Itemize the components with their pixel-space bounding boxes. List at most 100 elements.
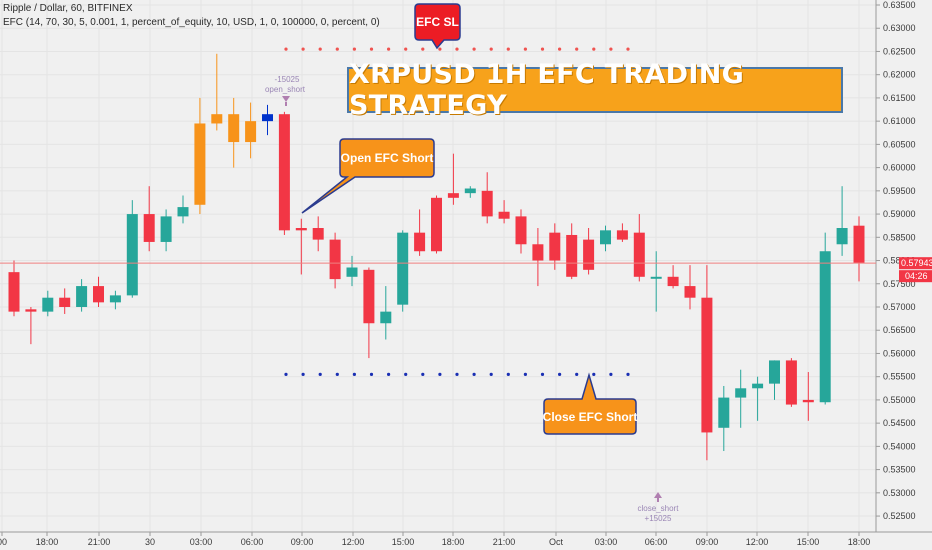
x-tick-label: 12:00 <box>746 537 769 547</box>
stop-loss-dot <box>540 47 545 51</box>
candle-body <box>650 276 662 279</box>
candle[interactable] <box>650 251 662 312</box>
stop-loss-dot <box>575 47 579 51</box>
candle[interactable] <box>549 223 561 270</box>
candle[interactable] <box>25 306 37 345</box>
candle[interactable] <box>380 286 392 340</box>
candle[interactable] <box>819 232 831 405</box>
strategy-banner: XRPUSD 1H EFC TRADING STRATEGY <box>347 59 843 121</box>
candle[interactable] <box>447 153 459 205</box>
take-profit-dot <box>506 372 510 376</box>
y-tick-label: 0.59500 <box>883 186 916 196</box>
candle[interactable] <box>194 97 206 215</box>
candle-body <box>143 214 155 242</box>
candle[interactable] <box>295 218 307 275</box>
candle-body <box>735 388 747 398</box>
candle-body <box>59 297 71 307</box>
candle[interactable] <box>262 104 273 136</box>
close-short-arrow-icon <box>654 492 662 498</box>
candle[interactable] <box>414 209 426 256</box>
y-tick-label: 0.63000 <box>883 23 916 33</box>
candle[interactable] <box>109 290 121 310</box>
candle[interactable] <box>329 232 341 289</box>
efc-sl-callout: EFC SL <box>414 3 461 50</box>
candle-body <box>93 286 104 303</box>
take-profit-dot <box>404 372 408 376</box>
candle[interactable] <box>397 230 409 312</box>
candle[interactable] <box>177 195 189 224</box>
candle[interactable] <box>312 216 324 252</box>
time-axis[interactable]: 00 18:00 21:00 30 03:00 06:00 09:00 12:00 15:00 1… <box>0 531 932 547</box>
candle[interactable] <box>363 267 375 359</box>
candle[interactable] <box>735 369 747 428</box>
candle[interactable] <box>76 279 88 312</box>
candle[interactable] <box>126 200 138 298</box>
candle[interactable] <box>853 216 865 282</box>
y-tick-label: 0.60500 <box>883 139 916 149</box>
candle[interactable] <box>600 225 611 252</box>
candle[interactable] <box>836 186 848 256</box>
stop-loss-dot <box>592 47 596 51</box>
candle[interactable] <box>802 372 814 421</box>
open-short-callout: Open EFC Short <box>301 138 435 214</box>
candle-body <box>701 297 713 433</box>
candle[interactable] <box>684 265 696 310</box>
candle[interactable] <box>752 376 764 421</box>
candle[interactable] <box>515 209 527 254</box>
candle-body <box>295 228 307 231</box>
candle[interactable] <box>633 214 645 282</box>
candle[interactable] <box>566 223 578 280</box>
candle[interactable] <box>93 276 104 307</box>
candle[interactable] <box>160 209 172 252</box>
candle[interactable] <box>583 228 595 275</box>
svg-text:04:26: 04:26 <box>905 271 928 281</box>
candle[interactable] <box>769 360 780 400</box>
take-profit-dot <box>472 372 476 376</box>
candle[interactable] <box>718 385 730 452</box>
close-qty-label: +15025 <box>645 514 672 523</box>
candle[interactable] <box>42 290 54 317</box>
candle-body <box>481 190 493 217</box>
candle-body <box>312 228 324 240</box>
take-profit-dot <box>626 372 630 376</box>
x-tick-label: 00 <box>0 537 7 547</box>
candle-body <box>194 123 206 205</box>
stop-loss-dot <box>506 47 510 51</box>
countdown-badge: 04:26 <box>899 270 932 283</box>
candle-body <box>752 383 764 389</box>
open-short-arrow-icon <box>282 96 290 102</box>
candle[interactable] <box>211 53 223 131</box>
candle[interactable] <box>245 102 257 159</box>
take-profit-dot <box>558 372 562 376</box>
candle-body <box>718 397 730 428</box>
x-tick-label: 09:00 <box>696 537 719 547</box>
candle-body <box>431 197 442 252</box>
y-tick-label: 0.58500 <box>883 232 916 242</box>
candle[interactable] <box>59 288 71 314</box>
y-tick-label: 0.52500 <box>883 511 916 521</box>
candle-body <box>600 230 611 245</box>
candle[interactable] <box>464 186 476 198</box>
candle[interactable] <box>532 228 544 287</box>
x-tick-label: Oct <box>549 537 564 547</box>
candle[interactable] <box>701 265 713 461</box>
candle[interactable] <box>143 186 155 252</box>
candle[interactable] <box>616 223 628 242</box>
candle[interactable] <box>346 255 358 287</box>
candle[interactable] <box>481 172 493 224</box>
candle[interactable] <box>228 97 240 168</box>
svg-text:0.57943: 0.57943 <box>901 258 932 268</box>
candle-body <box>667 276 679 287</box>
x-tick-label: 15:00 <box>392 537 415 547</box>
candle[interactable] <box>431 195 442 254</box>
candle[interactable] <box>498 200 510 224</box>
candle-body <box>633 232 645 277</box>
candle-body <box>769 360 780 384</box>
candle[interactable] <box>278 111 290 235</box>
x-tick-label: 18:00 <box>36 537 59 547</box>
close-short-label: close_short <box>638 504 680 513</box>
candle[interactable] <box>667 265 679 289</box>
candle[interactable] <box>785 358 797 407</box>
candle[interactable] <box>8 260 20 317</box>
stop-loss-dot <box>404 47 408 51</box>
